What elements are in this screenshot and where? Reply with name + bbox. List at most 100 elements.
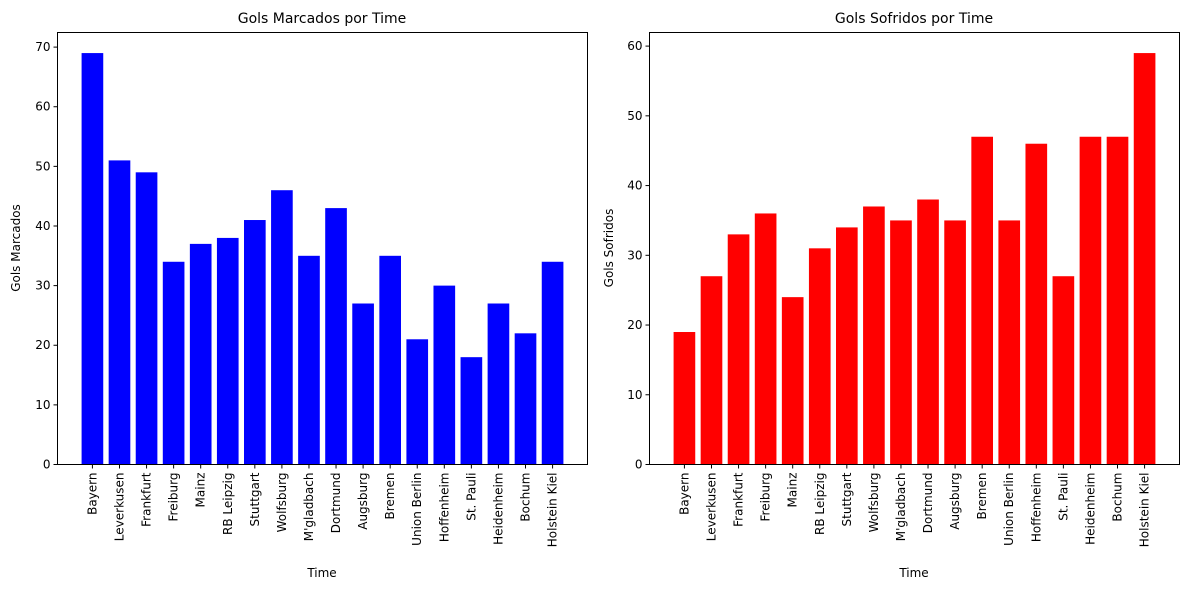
y-tick-label: 0 <box>635 458 643 472</box>
x-tick-label: Holstein Kiel <box>1138 473 1152 548</box>
y-tick-label: 50 <box>627 109 642 123</box>
bar-augsburg <box>944 220 966 465</box>
x-tick-label: Frankfurt <box>732 472 746 527</box>
x-tick-label: Union Berlin <box>1002 473 1016 546</box>
y-tick-label: 60 <box>35 100 50 114</box>
x-tick-label: Bochum <box>519 473 533 522</box>
plot-frame <box>649 32 1180 465</box>
bar-freiburg <box>162 261 185 465</box>
x-tick-label: Dortmund <box>921 473 935 534</box>
x-tick-label: Frankfurt <box>140 472 154 527</box>
x-tick-label: Bremen <box>975 473 989 520</box>
x-tick-label: Wolfsburg <box>867 473 881 533</box>
x-tick-label: Stuttgart <box>840 472 854 526</box>
bar-heidenheim <box>487 303 510 465</box>
x-tick-label: Bayern <box>85 473 99 515</box>
bar-rb-leipzig <box>808 248 831 465</box>
bar-augsburg <box>352 303 374 465</box>
x-tick-label: Freiburg <box>759 473 773 522</box>
y-tick-label: 10 <box>35 398 50 412</box>
bar-mainz <box>189 243 212 465</box>
x-tick-label: Hoffenheim <box>1029 473 1043 543</box>
bar-dortmund <box>325 208 347 465</box>
x-tick-label: Holstein Kiel <box>546 473 560 548</box>
bar-union-berlin <box>998 220 1021 465</box>
y-tick-label: 50 <box>35 159 50 173</box>
y-axis-label: Gols Sofridos <box>602 209 616 288</box>
bar-frankfurt <box>135 172 158 465</box>
plot-frame <box>57 32 588 465</box>
y-tick-label: 20 <box>35 338 50 352</box>
bar-bayern <box>81 53 104 465</box>
bar-group <box>673 53 1156 465</box>
x-tick-label: St. Pauli <box>1056 473 1070 521</box>
bar-hoffenheim <box>1025 143 1048 465</box>
bar-group <box>81 53 564 465</box>
x-tick-label: Leverkusen <box>704 473 718 542</box>
x-tick-label: Augsburg <box>356 473 370 530</box>
chart-title: Gols Marcados por Time <box>238 11 407 27</box>
x-tick-label: Stuttgart <box>248 472 262 526</box>
x-tick-label: St. Pauli <box>464 473 478 521</box>
bar-holstein-kiel <box>541 261 564 465</box>
x-tick-label: Heidenheim <box>491 472 505 544</box>
y-tick-label: 20 <box>627 318 642 332</box>
y-tick-label: 40 <box>627 179 642 193</box>
x-tick-label: Leverkusen <box>112 473 126 542</box>
x-tick-label: Freiburg <box>167 473 181 522</box>
bar-union-berlin <box>406 339 429 465</box>
bar-holstein-kiel <box>1133 53 1156 465</box>
x-tick-label: Bremen <box>383 473 397 520</box>
bar-hoffenheim <box>433 285 456 465</box>
y-tick-label: 70 <box>35 40 50 54</box>
bar-st-pauli <box>1052 276 1075 465</box>
x-tick-label: Bochum <box>1111 473 1125 522</box>
x-tick-label: M'gladbach <box>894 473 908 542</box>
bar-bremen <box>971 136 993 465</box>
bar-m-gladbach <box>890 220 912 465</box>
bar-wolfsburg <box>863 206 885 465</box>
y-tick-label: 60 <box>627 39 642 53</box>
bar-mainz <box>781 297 804 465</box>
goals-conceded-chart: Gols Sofridos por Time Time Gols Sofrido… <box>602 11 1180 580</box>
bar-bremen <box>379 255 401 465</box>
bar-freiburg <box>754 213 777 465</box>
y-tick-label: 0 <box>43 458 51 472</box>
bar-stuttgart <box>836 227 858 465</box>
y-tick-label: 30 <box>627 248 642 262</box>
chart-title: Gols Sofridos por Time <box>835 11 993 27</box>
x-tick-label: Mainz <box>786 473 800 508</box>
x-tick-label: Mainz <box>194 473 208 508</box>
bar-dortmund <box>917 199 939 465</box>
bar-heidenheim <box>1079 136 1102 465</box>
x-tick-label: M'gladbach <box>302 473 316 542</box>
bar-bochum <box>1106 136 1129 465</box>
x-tick-label: Hoffenheim <box>437 473 451 543</box>
y-axis-label: Gols Marcados <box>9 204 23 292</box>
bar-m-gladbach <box>298 255 320 465</box>
y-tick-label: 30 <box>35 279 50 293</box>
x-axis-label: Time <box>306 566 336 580</box>
bar-stuttgart <box>244 220 266 465</box>
x-tick-label: Augsburg <box>948 473 962 530</box>
x-axis-ticks: Bayern Leverkusen Frankfurt Freiburg Mainz RB… <box>677 464 1152 548</box>
x-axis-label: Time <box>898 566 928 580</box>
goals-scored-chart: Gols Marcados por Time Time Gols Marcado… <box>9 11 588 580</box>
bar-leverkusen <box>108 160 131 465</box>
bar-wolfsburg <box>271 190 293 465</box>
bar-leverkusen <box>700 276 723 465</box>
y-axis-ticks: 0 10 20 30 40 50 60 <box>627 39 650 472</box>
bar-st-pauli <box>460 357 483 465</box>
bar-bayern <box>673 332 696 465</box>
y-axis-ticks: 0 10 20 30 40 50 60 70 <box>35 40 58 472</box>
x-tick-label: RB Leipzig <box>221 473 235 535</box>
x-tick-label: Bayern <box>677 473 691 515</box>
bar-rb-leipzig <box>216 237 239 465</box>
bar-bochum <box>514 333 537 465</box>
x-tick-label: Wolfsburg <box>275 473 289 533</box>
y-tick-label: 10 <box>627 388 642 402</box>
x-tick-label: Union Berlin <box>410 473 424 546</box>
x-tick-label: Dortmund <box>329 473 343 534</box>
x-tick-label: Heidenheim <box>1083 473 1097 545</box>
